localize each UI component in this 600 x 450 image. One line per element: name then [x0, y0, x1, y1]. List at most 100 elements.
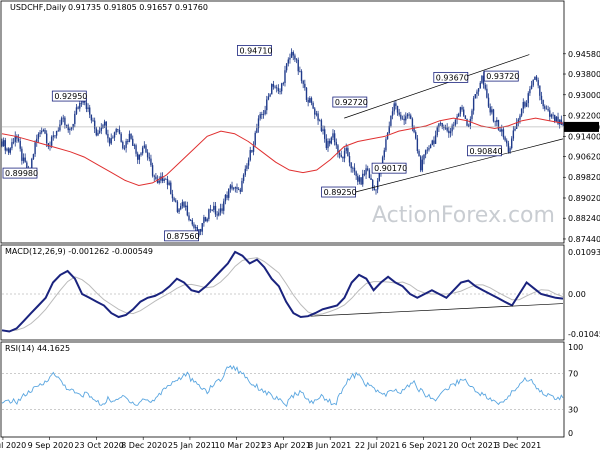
- macd-layer: [1, 250, 564, 333]
- candle-body: [395, 103, 397, 106]
- candle-body: [491, 109, 493, 113]
- candle-body: [309, 98, 311, 103]
- candle-body: [223, 201, 225, 211]
- candle-body: [115, 129, 117, 133]
- candle-body: [184, 205, 187, 207]
- price-title: USDCHF,Daily: [10, 3, 66, 12]
- candle-body: [261, 114, 263, 115]
- candle-body: [530, 85, 533, 90]
- candle-body: [133, 145, 136, 147]
- candle-body: [529, 89, 531, 94]
- candle-body: [467, 125, 470, 127]
- price-annotation-label: 0.94710: [239, 46, 272, 55]
- price-annotation-box: [237, 45, 272, 56]
- candle-body: [127, 141, 129, 142]
- candle-body: [163, 179, 165, 181]
- candle-body: [295, 59, 298, 61]
- candle-body: [151, 165, 154, 176]
- candle-body: [231, 185, 233, 189]
- candle-body: [103, 121, 106, 126]
- candle-body: [476, 91, 478, 95]
- candle-body: [254, 132, 256, 145]
- candle-body: [428, 148, 430, 150]
- candle-body: [375, 189, 377, 191]
- candle-body: [558, 119, 561, 124]
- candle-body: [80, 102, 83, 104]
- candle-body: [494, 121, 496, 123]
- candle-body: [357, 175, 359, 182]
- candle-body: [433, 140, 435, 144]
- candle-body: [128, 133, 131, 142]
- candle-body: [237, 189, 240, 190]
- candle-body: [441, 122, 443, 127]
- candle-body: [429, 144, 432, 149]
- price-annotation-box: [164, 230, 199, 242]
- candle-body: [431, 140, 433, 145]
- candle-body: [514, 128, 516, 131]
- candle-body: [64, 117, 66, 125]
- candle-body: [347, 148, 349, 157]
- candle-body: [552, 114, 554, 116]
- price-y-tick-label: 0.92200: [568, 112, 600, 121]
- candle-body: [406, 114, 409, 117]
- candle-body: [239, 189, 242, 192]
- candle-body: [242, 174, 245, 181]
- candle-body: [391, 111, 394, 116]
- candle-body: [9, 148, 11, 153]
- candle-body: [486, 88, 488, 98]
- candle-body: [282, 82, 285, 84]
- candle-body: [203, 217, 205, 224]
- price-y-tick-label: 0.89020: [568, 194, 600, 203]
- candle-body: [87, 107, 89, 110]
- candle-body: [522, 102, 524, 109]
- candle-body: [371, 179, 374, 189]
- candle-body: [373, 188, 376, 191]
- price-annotation-label: 0.90170: [374, 164, 407, 173]
- candle-body: [305, 87, 308, 100]
- candle-body: [188, 215, 190, 221]
- price-annotation-box: [51, 90, 87, 102]
- candle-body: [247, 160, 250, 166]
- price-ohlc: 0.91735 0.91805 0.91657 0.91760: [68, 3, 208, 12]
- candle-body: [69, 128, 71, 131]
- candle-body: [492, 109, 495, 122]
- candle-body: [426, 149, 429, 151]
- candle-body: [315, 113, 318, 115]
- x-tick-label: 6 Sep 2021: [402, 441, 448, 450]
- candle-body: [107, 133, 109, 139]
- candle-body: [98, 130, 101, 133]
- candle-body: [456, 116, 458, 120]
- candle-body: [50, 136, 53, 146]
- candle-body: [60, 118, 63, 125]
- candle-body: [312, 102, 314, 109]
- candle-body: [332, 133, 334, 138]
- candle-body: [19, 141, 21, 149]
- candle-body: [299, 71, 301, 72]
- candle-body: [241, 180, 243, 192]
- rsi-y-tick-label: 100: [568, 343, 583, 352]
- candle-body: [262, 114, 265, 115]
- candle-body: [244, 168, 246, 175]
- candle-body: [135, 145, 137, 154]
- candle-body: [75, 107, 78, 114]
- candle-body: [125, 141, 127, 148]
- candle-body: [17, 138, 20, 142]
- candle-body: [214, 205, 217, 215]
- candle-body: [31, 158, 33, 169]
- candle-body: [484, 84, 486, 89]
- candle-body: [557, 116, 559, 124]
- candle-body: [47, 143, 50, 147]
- candle-body: [153, 175, 155, 177]
- candle-body: [229, 185, 232, 189]
- candle-body: [499, 129, 501, 132]
- candle-body: [112, 137, 114, 139]
- price-annotation-box: [483, 70, 519, 82]
- candle-body: [55, 130, 58, 136]
- candle-body: [317, 113, 319, 121]
- candle-body: [337, 145, 339, 154]
- price-y-tick-label: 0.90620: [568, 152, 600, 161]
- candle-body: [176, 201, 179, 212]
- candle-body: [122, 141, 124, 149]
- candle-body: [524, 102, 526, 107]
